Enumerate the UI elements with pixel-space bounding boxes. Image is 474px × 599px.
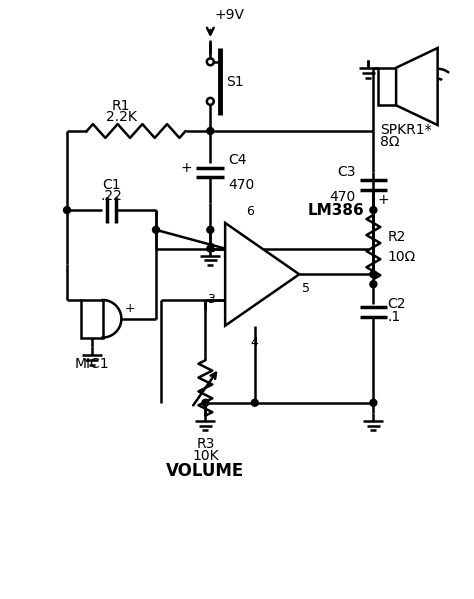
Text: SPKR1*: SPKR1* <box>380 123 432 137</box>
Circle shape <box>153 226 159 233</box>
Text: +: + <box>377 193 389 207</box>
Text: U1: U1 <box>240 279 259 293</box>
Text: 470: 470 <box>329 190 356 204</box>
Circle shape <box>370 207 377 213</box>
Text: MIC1: MIC1 <box>74 358 109 371</box>
Text: +: + <box>231 306 244 321</box>
Text: R2: R2 <box>387 230 406 244</box>
Polygon shape <box>225 223 299 326</box>
Circle shape <box>207 245 214 252</box>
Circle shape <box>207 58 214 65</box>
Text: +: + <box>124 302 135 315</box>
Text: R1: R1 <box>112 99 131 113</box>
Text: C1: C1 <box>102 179 121 192</box>
Text: 2.2K: 2.2K <box>106 110 137 124</box>
Text: 3: 3 <box>208 294 215 307</box>
Text: +9V: +9V <box>214 8 244 22</box>
Circle shape <box>207 128 214 134</box>
Text: C2: C2 <box>387 297 406 311</box>
Text: C3: C3 <box>337 165 356 180</box>
Text: +: + <box>181 161 192 174</box>
Text: −: − <box>231 228 245 246</box>
Text: S1: S1 <box>226 75 244 89</box>
Text: 4: 4 <box>251 335 259 349</box>
Circle shape <box>370 400 377 406</box>
Text: 10Ω: 10Ω <box>387 250 416 264</box>
Circle shape <box>207 226 214 233</box>
Circle shape <box>64 207 71 213</box>
Bar <box>81 300 102 338</box>
Circle shape <box>251 400 258 406</box>
Text: C4: C4 <box>228 153 246 167</box>
Polygon shape <box>396 48 438 125</box>
Text: 470: 470 <box>228 179 255 192</box>
Text: .1: .1 <box>387 310 401 324</box>
Circle shape <box>370 281 377 288</box>
Text: 6: 6 <box>246 205 254 218</box>
Text: VOLUME: VOLUME <box>166 462 245 480</box>
Text: .22: .22 <box>100 189 122 203</box>
Text: 8Ω: 8Ω <box>380 135 400 149</box>
Text: 10K: 10K <box>192 449 219 463</box>
Text: R3: R3 <box>196 437 215 452</box>
Text: 5: 5 <box>302 282 310 295</box>
Text: 2: 2 <box>208 242 215 255</box>
Circle shape <box>370 271 377 278</box>
Bar <box>378 68 396 105</box>
Circle shape <box>207 98 214 105</box>
Circle shape <box>202 400 209 406</box>
Text: LM386: LM386 <box>307 203 364 218</box>
